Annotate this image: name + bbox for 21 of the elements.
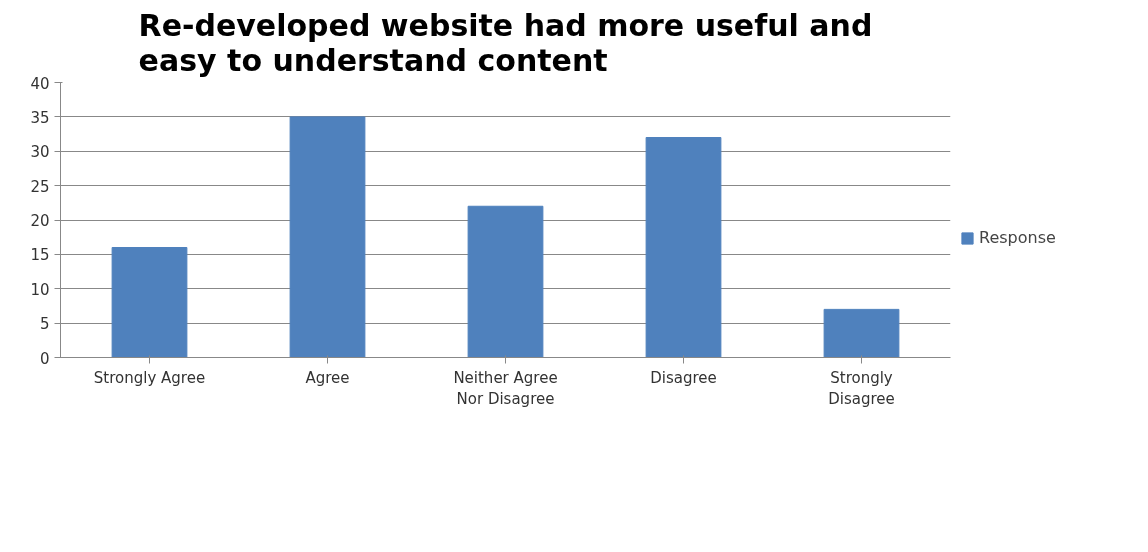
- x-tick-label: Neither Agree Nor Disagree: [453, 368, 558, 409]
- y-tick-label: 0: [39, 349, 50, 368]
- bar: [645, 137, 722, 358]
- y-tick-label: 10: [30, 280, 50, 299]
- x-tick-label: Agree: [305, 368, 350, 387]
- y-tick-label: 40: [30, 74, 50, 93]
- y-tick-label: 25: [30, 177, 50, 196]
- y-tick-label: 35: [30, 108, 50, 127]
- bar: [289, 116, 366, 358]
- legend-label: Response: [979, 228, 1056, 247]
- y-tick-label: 30: [30, 143, 50, 162]
- bar: [823, 308, 900, 358]
- y-tick-label: 15: [30, 246, 50, 265]
- bar: [467, 205, 544, 358]
- y-tick-label: 5: [39, 315, 50, 334]
- chart-title: Re-developed website had more useful and easy to understand content: [138, 7, 873, 78]
- x-tick-label: Disagree: [650, 368, 717, 387]
- x-tick-label: Strongly Disagree: [828, 368, 895, 409]
- bar: [111, 247, 188, 358]
- x-tick-label: Strongly Agree: [93, 368, 206, 387]
- y-tick-label: 20: [30, 212, 50, 230]
